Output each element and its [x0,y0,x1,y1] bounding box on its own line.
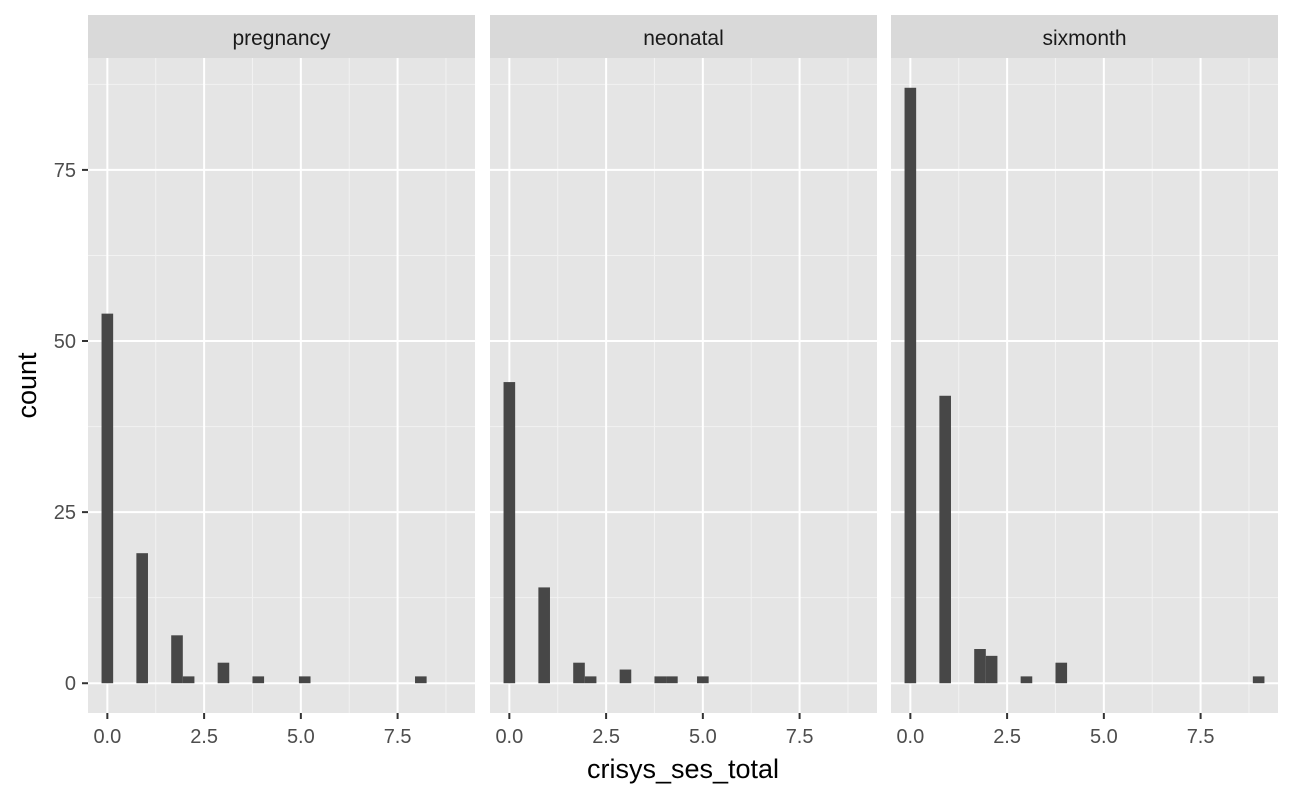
x-axis-title: crisys_ses_total [587,754,779,784]
x-tick-label: 0.0 [495,726,523,748]
histogram-bar [939,395,951,684]
facet-strip [490,15,877,58]
y-axis-title: count [12,352,42,419]
histogram-bar [974,649,986,684]
y-tick-label: 0 [65,673,76,695]
facet-strip-label: pregnancy [232,27,331,50]
histogram-bar [538,587,550,684]
x-tick-label: 5.0 [689,726,717,748]
histogram-bar [182,676,195,684]
x-tick-label: 2.5 [993,726,1021,748]
facet-panel-pregnancy: pregnancy 0.0 2.5 5.0 7.5 [88,15,475,748]
x-tick-label: 5.0 [287,726,315,748]
histogram-bar [985,655,998,684]
histogram-bar [415,676,427,684]
histogram-bar [654,676,667,684]
histogram-bar [619,669,632,684]
histogram-bar [1252,676,1265,684]
histogram-bar [1055,662,1068,684]
x-tick-label: 7.5 [384,726,412,748]
histogram-bar [697,676,709,684]
panel-background [88,58,475,713]
y-axis: 0 25 50 75 [54,160,88,695]
histogram-bar [904,87,917,684]
x-tick-label: 0.0 [93,726,121,748]
facet-panels: pregnancy 0.0 2.5 5.0 7.5 neonatal 0.0 2.5 5.0 7.… [88,15,1278,748]
histogram-bar [1020,676,1033,684]
facet-strip [88,15,475,58]
facet-strip-label: neonatal [643,27,724,50]
x-tick-label: 2.5 [592,726,620,748]
histogram-bar [171,635,183,684]
histogram-bar [217,662,230,684]
x-tick-label: 5.0 [1090,726,1118,748]
histogram-bar [503,382,516,684]
x-tick-label: 7.5 [786,726,814,748]
y-tick-label: 25 [54,502,76,524]
panel-background [490,58,877,713]
y-tick-label: 50 [54,331,76,353]
facet-strip-label: sixmonth [1042,27,1126,50]
y-tick-label: 75 [54,160,76,182]
histogram-bar [298,676,311,684]
histogram-bar [252,676,265,684]
facet-strip [891,15,1278,58]
histogram-bar [573,662,585,684]
facet-panel-sixmonth: sixmonth 0.0 2.5 5.0 7.5 [891,15,1278,748]
histogram-bar [101,313,114,684]
x-tick-label: 0.0 [896,726,924,748]
x-tick-label: 7.5 [1187,726,1215,748]
x-tick-label: 2.5 [190,726,218,748]
histogram-bar [584,676,597,684]
histogram-bar [136,553,148,684]
facet-panel-neonatal: neonatal 0.0 2.5 5.0 7.5 [490,15,877,748]
histogram-bar [666,676,678,684]
panel-background [891,58,1278,713]
